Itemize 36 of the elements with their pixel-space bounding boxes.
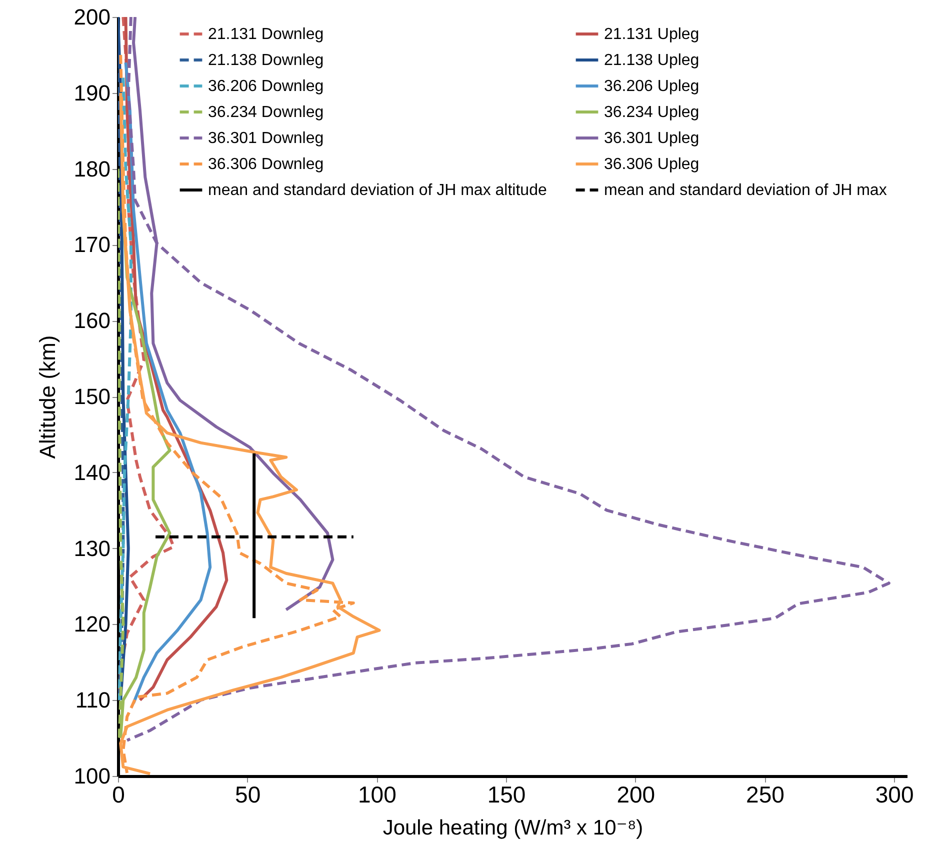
legend-label: 36.206 Upleg bbox=[604, 78, 700, 95]
x-tick-label: 200 bbox=[616, 782, 656, 808]
legend-label: 36.206 Downleg bbox=[208, 78, 324, 95]
x-tick-label: 150 bbox=[487, 782, 526, 808]
legend-label: 36.301 Downleg bbox=[208, 130, 324, 147]
y-tick-label: 130 bbox=[74, 536, 110, 561]
x-tick-label: 50 bbox=[235, 782, 261, 808]
legend-label: 36.306 Upleg bbox=[604, 156, 700, 173]
legend-label: 36.234 Upleg bbox=[604, 104, 700, 121]
legend-label: 36.301 Upleg bbox=[604, 130, 700, 147]
x-tick-label: 0 bbox=[112, 782, 125, 808]
legend-label: 36.234 Downleg bbox=[208, 104, 324, 121]
x-tick-label: 250 bbox=[746, 782, 784, 808]
legend-label: 21.138 Upleg bbox=[604, 52, 700, 69]
line-series bbox=[126, 17, 890, 742]
y-tick-label: 140 bbox=[74, 460, 110, 485]
legend-label: mean and standard deviation of JH max altitude bbox=[208, 182, 547, 199]
x-axis-title: Joule heating (W/m³ x 10⁻⁸) bbox=[382, 816, 644, 840]
y-tick-label: 190 bbox=[74, 80, 110, 106]
y-tick-label: 100 bbox=[74, 764, 110, 788]
y-axis-title: Altitude (km) bbox=[34, 335, 60, 459]
legend-label: 21.138 Downleg bbox=[208, 52, 324, 69]
legend-label: 21.131 Downleg bbox=[208, 26, 324, 43]
y-tick-label: 160 bbox=[74, 308, 110, 334]
y-tick-label: 170 bbox=[74, 232, 110, 258]
y-tick-label: 200 bbox=[74, 4, 110, 30]
legend-label: 36.306 Downleg bbox=[208, 156, 324, 173]
x-tick-label: 100 bbox=[358, 782, 396, 808]
legend-label: mean and standard deviation of JH max bbox=[604, 182, 887, 199]
legend-label: 21.131 Upleg bbox=[604, 26, 700, 43]
y-tick-label: 120 bbox=[74, 612, 110, 637]
line-series bbox=[118, 76, 132, 702]
y-tick-label: 110 bbox=[75, 688, 110, 713]
y-tick-label: 180 bbox=[74, 156, 110, 182]
y-tick-label: 150 bbox=[74, 384, 110, 409]
x-tick-label: 300 bbox=[875, 782, 914, 808]
